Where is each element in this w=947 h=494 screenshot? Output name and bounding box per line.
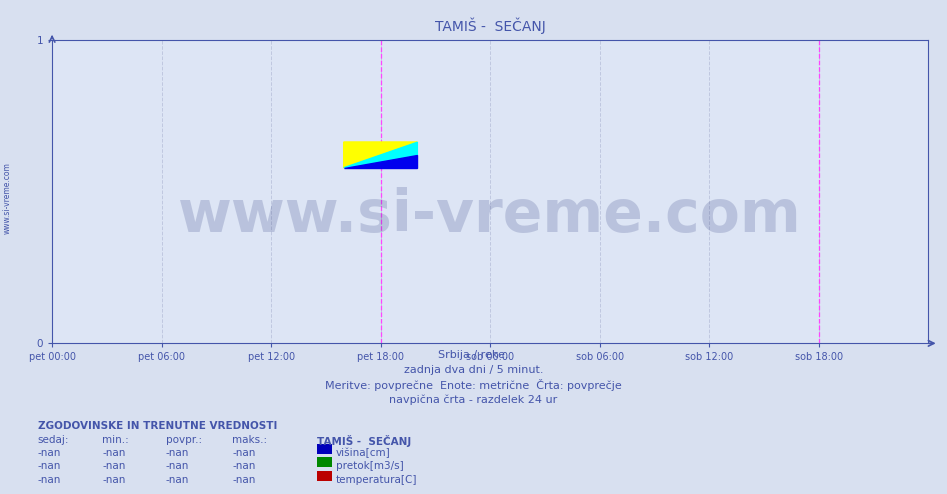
Polygon shape <box>344 155 418 168</box>
Text: pretok[m3/s]: pretok[m3/s] <box>336 461 404 471</box>
Text: -nan: -nan <box>166 461 189 471</box>
Text: maks.:: maks.: <box>232 435 267 445</box>
Text: -nan: -nan <box>102 475 126 485</box>
Text: sedaj:: sedaj: <box>38 435 69 445</box>
Text: temperatura[C]: temperatura[C] <box>336 475 418 485</box>
Text: -nan: -nan <box>102 461 126 471</box>
Text: www.si-vreme.com: www.si-vreme.com <box>178 187 802 244</box>
Polygon shape <box>344 142 418 168</box>
Text: -nan: -nan <box>232 475 256 485</box>
Text: -nan: -nan <box>38 475 62 485</box>
Text: -nan: -nan <box>232 448 256 458</box>
Text: TAMIŠ -  SEČANJ: TAMIŠ - SEČANJ <box>317 435 412 447</box>
Text: Srbija / reke.: Srbija / reke. <box>438 350 509 360</box>
Text: navpična črta - razdelek 24 ur: navpična črta - razdelek 24 ur <box>389 394 558 405</box>
Text: zadnja dva dni / 5 minut.: zadnja dva dni / 5 minut. <box>403 365 544 374</box>
Title: TAMIŠ -  SEČANJ: TAMIŠ - SEČANJ <box>435 18 545 34</box>
Text: -nan: -nan <box>166 475 189 485</box>
Polygon shape <box>344 142 418 168</box>
Text: ZGODOVINSKE IN TRENUTNE VREDNOSTI: ZGODOVINSKE IN TRENUTNE VREDNOSTI <box>38 421 277 431</box>
Text: -nan: -nan <box>166 448 189 458</box>
Text: www.si-vreme.com: www.si-vreme.com <box>3 162 12 234</box>
Text: povpr.:: povpr.: <box>166 435 202 445</box>
Text: Meritve: povprečne  Enote: metrične  Črta: povprečje: Meritve: povprečne Enote: metrične Črta:… <box>325 379 622 391</box>
Text: -nan: -nan <box>232 461 256 471</box>
Text: višina[cm]: višina[cm] <box>336 448 391 458</box>
Text: -nan: -nan <box>38 448 62 458</box>
Polygon shape <box>344 142 418 168</box>
Text: min.:: min.: <box>102 435 129 445</box>
Text: -nan: -nan <box>102 448 126 458</box>
Text: -nan: -nan <box>38 461 62 471</box>
